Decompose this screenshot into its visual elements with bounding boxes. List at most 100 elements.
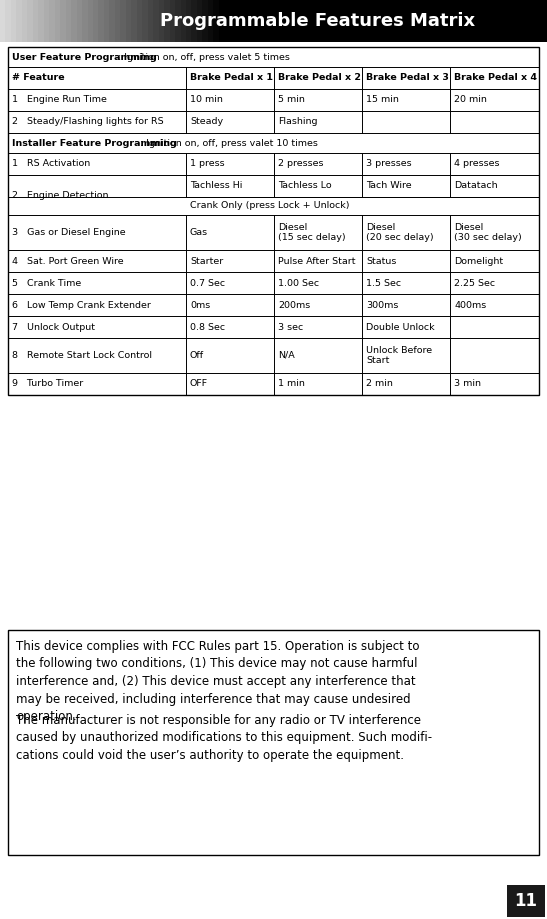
Bar (33, 0, 39, 42)
Text: Brake Pedal x 4: Brake Pedal x 4 (455, 74, 537, 83)
Text: The manufacturer is not responsible for any radio or TV interference
caused by u: The manufacturer is not responsible for … (16, 714, 432, 762)
Text: 400ms: 400ms (455, 301, 487, 310)
Text: 1   RS Activation: 1 RS Activation (12, 160, 90, 168)
Bar (421, 0, 428, 42)
Bar (274, 0, 280, 42)
Bar (492, 0, 499, 42)
Bar (181, 0, 187, 42)
Text: 5 min: 5 min (278, 96, 305, 105)
Text: Starter: Starter (190, 256, 223, 266)
Bar (246, 0, 253, 42)
Text: 300ms: 300ms (366, 301, 399, 310)
Text: Tachless Hi: Tachless Hi (190, 181, 242, 190)
Bar (427, 0, 433, 42)
Bar (438, 0, 444, 42)
Text: 0ms: 0ms (190, 301, 210, 310)
Text: 1   Engine Run Time: 1 Engine Run Time (12, 96, 107, 105)
Bar (88, 0, 94, 42)
Text: 4   Sat. Port Green Wire: 4 Sat. Port Green Wire (12, 256, 124, 266)
Text: : Ignition on, off, press valet 10 times: : Ignition on, off, press valet 10 times (140, 139, 318, 148)
Bar (191, 0, 198, 42)
Text: Brake Pedal x 2: Brake Pedal x 2 (278, 74, 361, 83)
Bar (306, 0, 313, 42)
Bar (356, 0, 362, 42)
Bar (66, 0, 72, 42)
Bar (334, 0, 340, 42)
Bar (137, 0, 143, 42)
Bar (388, 0, 395, 42)
Bar (55, 0, 61, 42)
Text: 15 min: 15 min (366, 96, 399, 105)
Text: : Ignition on, off, press valet 5 times: : Ignition on, off, press valet 5 times (118, 52, 290, 62)
Bar (339, 0, 346, 42)
Text: # Feature: # Feature (12, 74, 65, 83)
Bar (432, 0, 439, 42)
Text: Brake Pedal x 3: Brake Pedal x 3 (366, 74, 449, 83)
Text: 8   Remote Start Lock Control: 8 Remote Start Lock Control (12, 351, 152, 360)
Text: Brake Pedal x 1: Brake Pedal x 1 (190, 74, 273, 83)
Bar (328, 0, 335, 42)
Bar (498, 0, 504, 42)
Text: Installer Feature Programming: Installer Feature Programming (12, 139, 177, 148)
Text: 1 min: 1 min (278, 380, 305, 389)
Text: 3 sec: 3 sec (278, 323, 303, 332)
Bar (361, 0, 368, 42)
Bar (509, 0, 515, 42)
Bar (470, 0, 477, 42)
Text: Off: Off (190, 351, 204, 360)
Text: Tach Wire: Tach Wire (366, 181, 412, 190)
Bar (213, 0, 220, 42)
Text: 1 press: 1 press (190, 160, 224, 168)
Bar (410, 0, 417, 42)
Bar (175, 0, 182, 42)
Bar (224, 0, 231, 42)
Bar (109, 0, 116, 42)
Bar (235, 0, 242, 42)
Text: Crank Only (press Lock + Unlock): Crank Only (press Lock + Unlock) (190, 201, 350, 210)
Bar (131, 0, 138, 42)
Bar (104, 0, 110, 42)
Bar (514, 0, 521, 42)
Bar (164, 0, 171, 42)
Bar (252, 0, 258, 42)
Text: 2   Steady/Flashing lights for RS: 2 Steady/Flashing lights for RS (12, 118, 164, 127)
Text: 200ms: 200ms (278, 301, 310, 310)
Bar (159, 0, 165, 42)
Text: Gas: Gas (190, 228, 208, 237)
Bar (531, 0, 537, 42)
Bar (465, 0, 472, 42)
Text: Diesel
(15 sec delay): Diesel (15 sec delay) (278, 222, 346, 243)
Bar (219, 0, 225, 42)
Bar (366, 0, 373, 42)
Bar (399, 0, 406, 42)
Bar (5, 0, 12, 42)
Bar (126, 0, 132, 42)
Bar (317, 0, 324, 42)
Bar (197, 0, 203, 42)
Bar (377, 0, 384, 42)
Text: 5   Crank Time: 5 Crank Time (12, 278, 82, 288)
Text: Pulse After Start: Pulse After Start (278, 256, 356, 266)
Text: Datatach: Datatach (455, 181, 498, 190)
Bar (520, 0, 526, 42)
Bar (82, 0, 89, 42)
Text: Programmable Features Matrix: Programmable Features Matrix (160, 12, 475, 30)
Bar (186, 0, 193, 42)
Bar (27, 0, 34, 42)
Text: Diesel
(30 sec delay): Diesel (30 sec delay) (455, 222, 522, 243)
Bar (312, 0, 318, 42)
Bar (487, 0, 493, 42)
Text: 3 min: 3 min (455, 380, 481, 389)
Bar (295, 0, 302, 42)
Bar (503, 0, 510, 42)
Bar (93, 0, 100, 42)
Text: User Feature Programming: User Feature Programming (12, 52, 157, 62)
Bar (60, 0, 67, 42)
Bar (372, 0, 379, 42)
Text: 10 min: 10 min (190, 96, 223, 105)
Bar (120, 0, 127, 42)
Text: Tachless Lo: Tachless Lo (278, 181, 331, 190)
Bar (323, 0, 329, 42)
Bar (284, 0, 291, 42)
Text: 0.7 Sec: 0.7 Sec (190, 278, 225, 288)
